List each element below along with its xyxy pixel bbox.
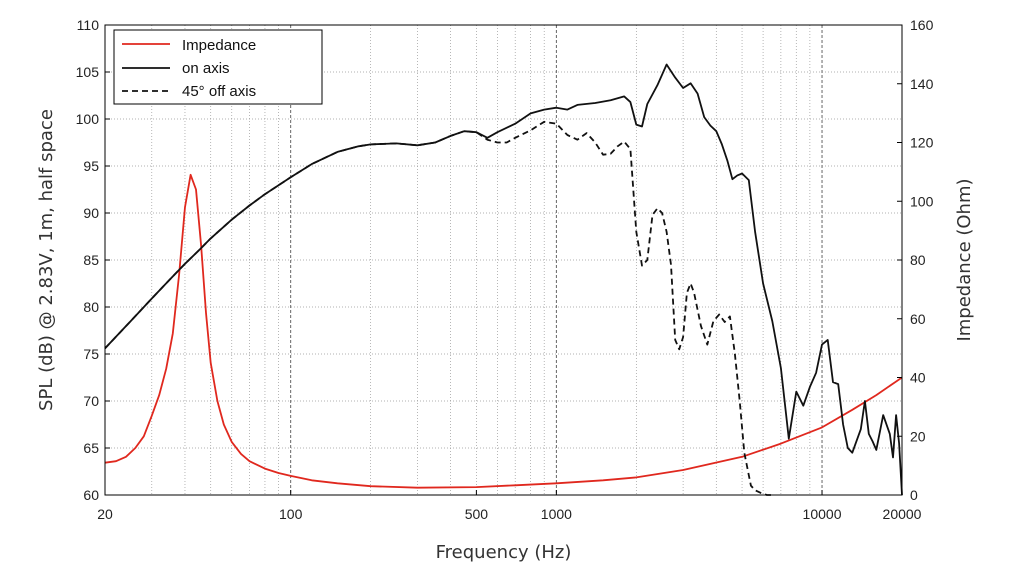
y2-tick-label: 160 [910, 17, 934, 33]
x-tick-label: 1000 [541, 506, 572, 522]
y-tick-label: 85 [83, 252, 99, 268]
y-tick-label: 70 [83, 393, 99, 409]
legend-box [113, 29, 323, 105]
x-tick-label: 100 [279, 506, 303, 522]
y-tick-label: 60 [83, 487, 99, 503]
y-tick-label: 80 [83, 299, 99, 315]
y2-axis-label: Impedance (Ohm) [954, 178, 975, 341]
x-tick-label: 20000 [883, 506, 922, 522]
x-tick-label: 500 [465, 506, 489, 522]
x-axis-label: Frequency (Hz) [436, 542, 572, 563]
y-tick-label: 90 [83, 205, 99, 221]
x-tick-label: 10000 [803, 506, 842, 522]
y-tick-label: 95 [83, 158, 99, 174]
y-tick-label: 75 [83, 346, 99, 362]
series-line-0 [104, 173, 903, 489]
y2-tick-label: 0 [910, 487, 918, 503]
y2-tick-label: 60 [910, 311, 926, 327]
y2-tick-label: 80 [910, 252, 926, 268]
y-tick-label: 110 [77, 17, 100, 33]
y2-tick-label: 100 [910, 193, 934, 209]
x-tick-label: 20 [97, 506, 113, 522]
series-layer [104, 63, 903, 496]
y-tick-label: 100 [76, 111, 100, 127]
axis-ticks: 60 65 70 75 80 85 90 95 100 105 110 0 20 40 60 80 100 120… [76, 17, 934, 522]
y2-tick-label: 120 [910, 135, 934, 151]
legend-label-off-axis: 45° off axis [182, 83, 256, 100]
y-axis-label: SPL (dB) @ 2.83V, 1m, half space [36, 109, 57, 411]
legend: Impedance on axis 45° off axis [113, 29, 323, 105]
y-tick-label: 105 [76, 64, 100, 80]
y2-tick-label: 40 [910, 370, 926, 386]
series-line-2 [104, 120, 775, 496]
legend-label-impedance: Impedance [182, 37, 256, 54]
y2-tick-label: 20 [910, 428, 926, 444]
y2-tick-label: 140 [910, 76, 934, 92]
legend-label-on-axis: on axis [182, 60, 230, 77]
y-tick-label: 65 [83, 440, 99, 456]
